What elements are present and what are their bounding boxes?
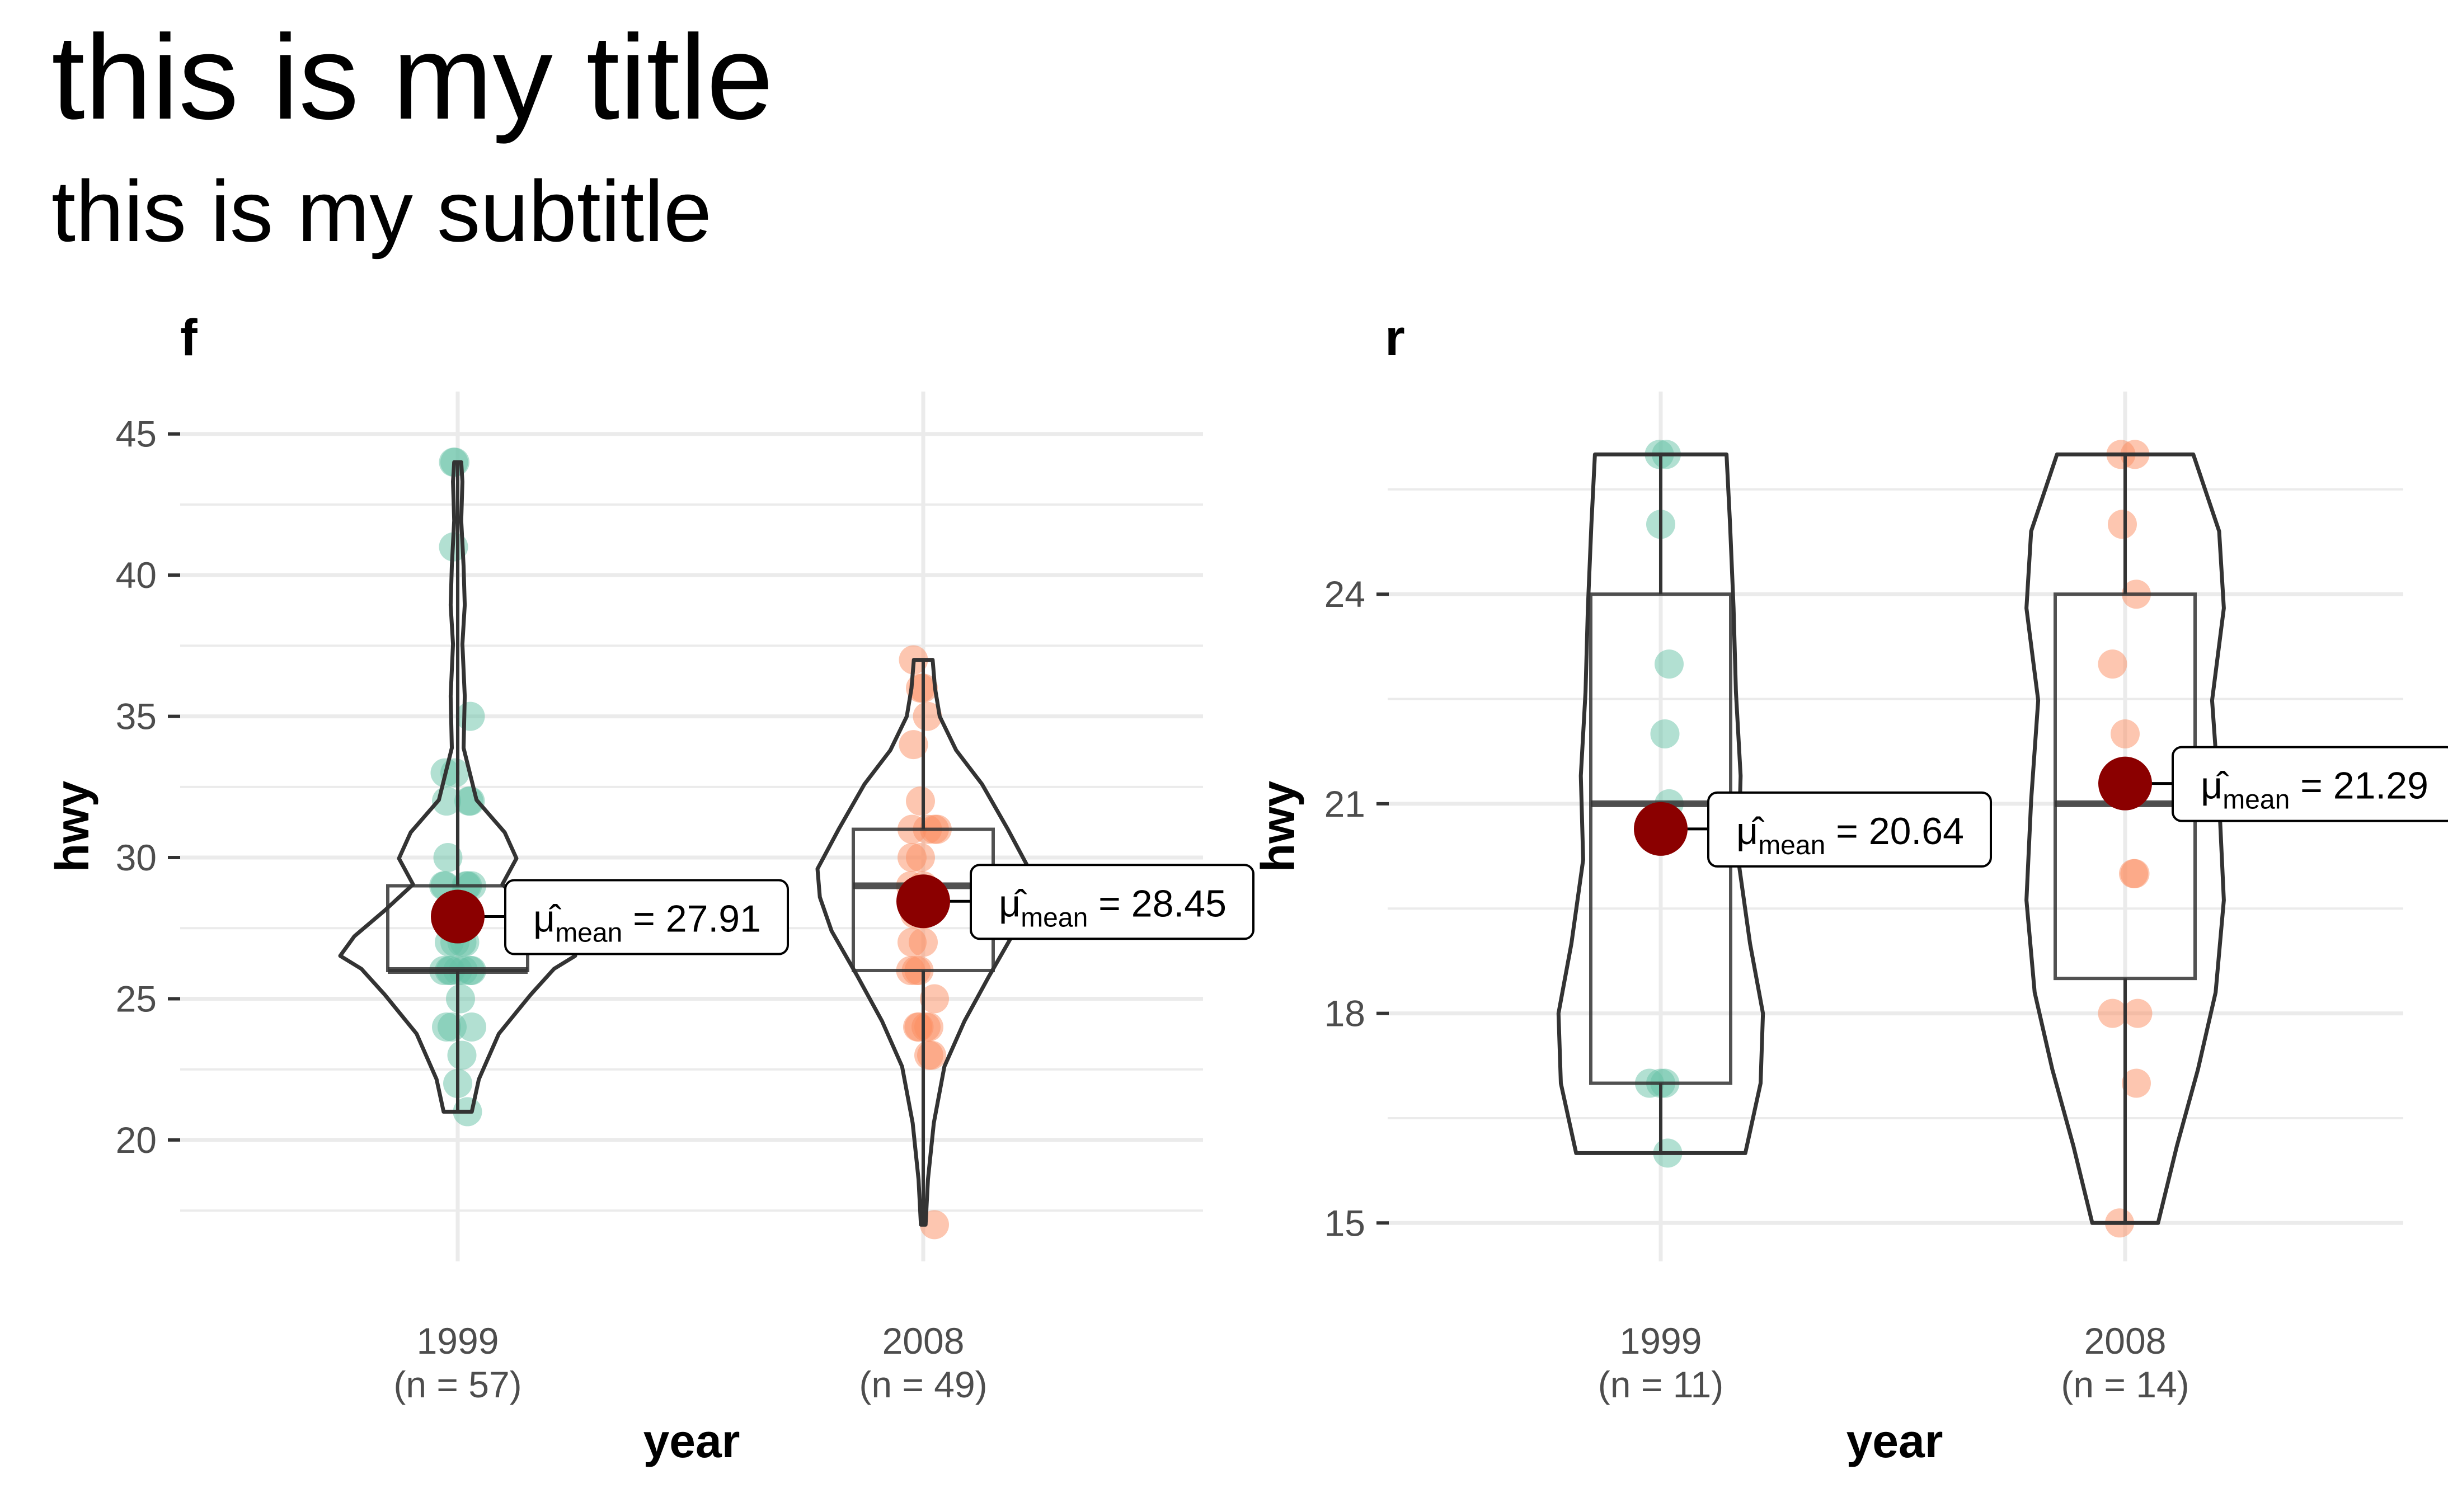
- y-tick-label: 21: [1324, 783, 1365, 825]
- y-tick-label: 45: [116, 413, 157, 455]
- mean-label-text: μ̂mean = 20.64: [1736, 810, 1964, 860]
- y-tick-label: 40: [116, 554, 157, 596]
- violin: [815, 658, 1031, 1227]
- data-point: [2108, 510, 2137, 539]
- x-tick-label: 2008: [882, 1320, 965, 1362]
- data-point: [446, 984, 475, 1014]
- y-axis-title: hwy: [1252, 781, 1304, 873]
- data-point: [920, 984, 949, 1014]
- x-tick-label: 2008: [2084, 1320, 2167, 1362]
- x-tick-label: 1999: [417, 1320, 499, 1362]
- x-tick-label: 1999: [1620, 1320, 1702, 1362]
- data-point: [909, 927, 938, 957]
- mean-label-text: μ̂mean = 28.45: [999, 882, 1227, 932]
- mean-point: [1634, 802, 1688, 856]
- mean-label-text: μ̂mean = 21.29: [2201, 765, 2428, 815]
- x-axis-title: year: [643, 1415, 740, 1467]
- data-point: [455, 701, 485, 731]
- y-tick-label: 30: [116, 837, 157, 878]
- data-point: [2120, 859, 2150, 888]
- y-tick-label: 18: [1324, 993, 1365, 1034]
- x-tick-count-label: (n = 57): [393, 1364, 521, 1405]
- x-tick-count-label: (n = 11): [1598, 1364, 1723, 1405]
- data-point: [457, 1012, 486, 1042]
- violin: [1556, 452, 1765, 1155]
- y-axis-title: hwy: [46, 781, 98, 873]
- mean-label-box: [2172, 746, 2448, 822]
- data-point: [2098, 998, 2127, 1028]
- data-point: [1650, 719, 1680, 749]
- y-tick-label: 20: [116, 1119, 157, 1161]
- data-point: [906, 843, 935, 873]
- chart-panel-f: f 20 25 30 35 40 45 hwy year 1999(n = 57) 2008(n =…: [46, 309, 1254, 1467]
- data-point: [899, 730, 928, 760]
- mean-label-text: μ̂mean = 27.91: [533, 898, 761, 948]
- data-point: [2122, 1068, 2151, 1098]
- y-tick-label: 15: [1324, 1202, 1365, 1243]
- mean-label-box: [970, 864, 1254, 940]
- data-point: [914, 1012, 943, 1042]
- panel-title: f: [180, 309, 198, 366]
- y-tick-label: 25: [116, 978, 157, 1019]
- mean-point: [896, 874, 950, 929]
- chart-title: this is my title: [51, 10, 774, 144]
- chart-panel-r: r 15 18 21 24 hwy year 1999(n = 11) 2008(n = 14)…: [1252, 309, 2448, 1467]
- data-point: [2098, 649, 2127, 679]
- mean-label-box: [504, 879, 789, 955]
- mean-point: [431, 889, 485, 944]
- data-point: [917, 1040, 946, 1070]
- y-tick-label: 24: [1324, 573, 1365, 615]
- data-point: [2111, 719, 2140, 749]
- x-axis-title: year: [1846, 1415, 1943, 1467]
- x-tick-count-label: (n = 49): [859, 1364, 987, 1405]
- x-tick-count-label: (n = 14): [2061, 1364, 2189, 1405]
- data-point: [906, 786, 935, 816]
- data-point: [447, 1040, 477, 1070]
- data-point: [433, 843, 463, 873]
- panel-title: r: [1385, 309, 1405, 366]
- data-point: [2123, 998, 2153, 1028]
- data-point: [913, 701, 942, 731]
- mean-label-box: [1707, 791, 1992, 868]
- y-tick-label: 35: [116, 696, 157, 737]
- data-point: [1655, 649, 1684, 679]
- chart-subtitle: this is my subtitle: [51, 163, 712, 260]
- violin: [2024, 452, 2226, 1225]
- mean-point: [2098, 756, 2152, 811]
